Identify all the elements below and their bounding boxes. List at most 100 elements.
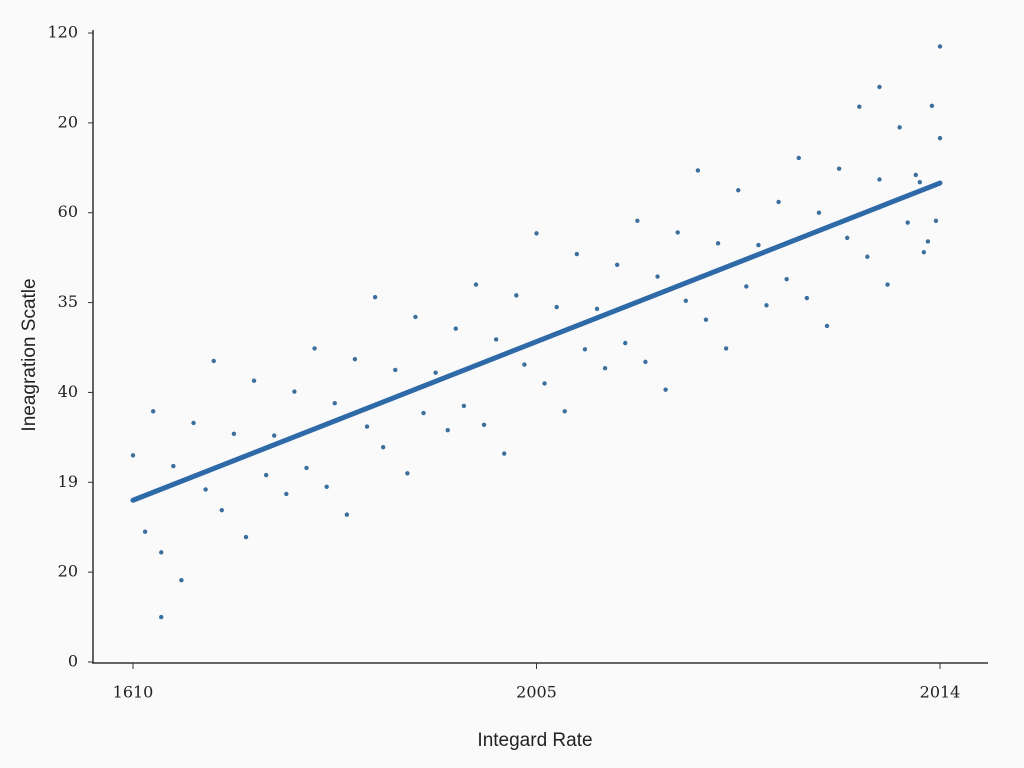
scatter-point [913,172,918,178]
scatter-point [554,304,559,310]
scatter-point [736,188,741,193]
scatter-point [784,277,789,282]
scatter-point [514,293,519,298]
scatter-point [582,347,588,352]
scatter-point [372,294,378,300]
y-tick-label: 20 [58,112,78,131]
x-tick-label: 1610 [113,683,154,702]
scatter-point [159,550,164,555]
scatter-point [683,298,688,303]
scatter-point [756,242,761,248]
scatter-point [481,422,487,427]
y-tick-label: 60 [58,202,78,221]
scatter-point [723,346,729,351]
scatter-point [929,103,935,108]
scatter-point [502,451,507,456]
scatter-point [251,378,257,383]
scatter-point [203,487,208,492]
scatter-point [695,168,701,173]
scatter-point [284,491,289,497]
scatter-point [937,44,943,49]
scatter-point [764,303,769,308]
scatter-point [917,179,923,185]
scatter-point [433,370,438,375]
scatter-point [179,578,184,583]
scatter-point [905,220,910,225]
scatter-point [534,231,539,236]
scatter-point [380,445,386,450]
trend-line [130,180,943,503]
y-tick-label: 120 [47,23,78,42]
scatter-point [332,401,337,406]
scatter-point [655,274,660,279]
scatter-point [272,433,277,438]
y-tick-label: 0 [68,652,78,671]
scatter-point [675,230,680,235]
scatter-point [925,239,931,244]
scatter-point [623,340,628,346]
scatter-point [421,410,426,416]
scatter-point [776,199,781,205]
scatter-point [542,381,547,386]
scatter-point [413,314,418,320]
scatter-point [352,356,358,362]
scatter-point [937,135,943,141]
scatter-point [211,358,216,364]
x-tick-label: 2005 [516,683,557,702]
scatter-point [243,534,249,540]
scatter-point [562,409,567,414]
scatter-point [473,282,479,287]
scatter-point [231,431,237,436]
scatter-point [150,409,156,414]
scatter-point [865,254,870,259]
scatter-point [615,262,620,268]
x-tick-label: 2014 [920,683,961,702]
scatter-point [857,104,862,109]
scatter-point [405,471,410,476]
y-tick-label: 40 [58,382,78,401]
scatter-point [796,155,801,161]
y-tick-label: 20 [58,562,78,581]
scatter-point [574,251,580,257]
scatter-point [877,84,882,90]
x-axis-label: Integard Rate [477,730,592,751]
scatter-point [816,210,822,215]
scatter-point [885,282,890,287]
scatter-point [219,507,224,513]
scatter-point [344,512,350,517]
scatter-point [715,241,721,246]
y-axis-label: Ineagration Scatle [19,278,40,431]
scatter-point [897,125,902,130]
scatter-point [461,403,467,409]
scatter-point [312,346,317,351]
scatter-point [522,362,527,367]
scatter-point [824,323,830,329]
scatter-point [804,295,810,301]
scatter-point [324,484,329,489]
scatter-point [643,359,648,365]
scatter-point [877,177,882,182]
scatter-point [453,326,458,331]
scatter-point [159,614,164,620]
scatter-point [594,306,600,312]
scatter-point [602,365,608,371]
scatter-point [393,367,398,373]
scatter-point [292,389,297,394]
scatter-point [744,284,749,289]
scatter-point [703,317,709,322]
scatter-point [304,465,309,471]
scatter-point [171,463,176,469]
scatter-point [493,337,499,342]
scatter-point [130,453,136,458]
scatter-point [364,424,370,429]
scatter-point [445,427,450,433]
scatter-point [836,166,842,171]
scatter-point [933,218,939,224]
scatter-point [191,420,196,426]
scatter-point [921,250,927,255]
scatter-point [663,387,668,392]
scatter-point [635,218,640,224]
y-tick-label: 35 [58,292,78,311]
scatter-point [142,529,148,534]
